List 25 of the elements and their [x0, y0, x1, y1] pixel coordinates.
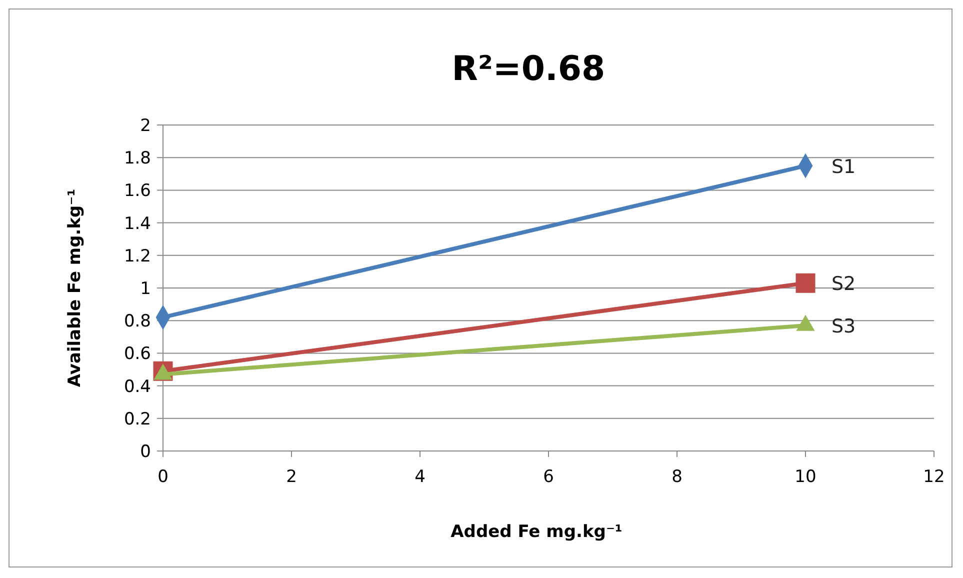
y-tick-label: 1.6	[124, 181, 151, 202]
x-tick-label: 8	[672, 467, 682, 487]
y-tick-label: 0.6	[124, 344, 151, 364]
y-tick-label: 0	[140, 442, 151, 462]
y-tick-label: 0.8	[124, 312, 151, 332]
x-tick-label: 10	[794, 467, 816, 487]
x-tick-label: 2	[286, 467, 297, 487]
y-tick-label: 1.4	[124, 214, 151, 234]
y-tick-label: 1.8	[124, 148, 151, 169]
y-tick-label: 2	[140, 116, 151, 136]
x-tick-label: 12	[923, 467, 945, 487]
y-axis-title: Available Fe mg.kg⁻¹	[65, 188, 85, 388]
series-label: S1	[832, 156, 856, 178]
series-label: S2	[832, 273, 856, 296]
x-tick-label: 4	[414, 467, 426, 487]
chart-title: R²=0.68	[452, 49, 606, 89]
y-tick-label: 1.2	[124, 246, 151, 266]
y-tick-label: 0.4	[124, 376, 151, 397]
y-tick-label: 0.2	[124, 409, 151, 430]
x-axis-title: Added Fe mg.kg⁻¹	[450, 522, 622, 542]
y-tick-label: 1	[140, 279, 151, 299]
point	[796, 273, 816, 293]
series-label: S3	[832, 315, 856, 338]
x-tick-label: 0	[158, 467, 168, 487]
x-tick-label: 6	[543, 467, 554, 487]
